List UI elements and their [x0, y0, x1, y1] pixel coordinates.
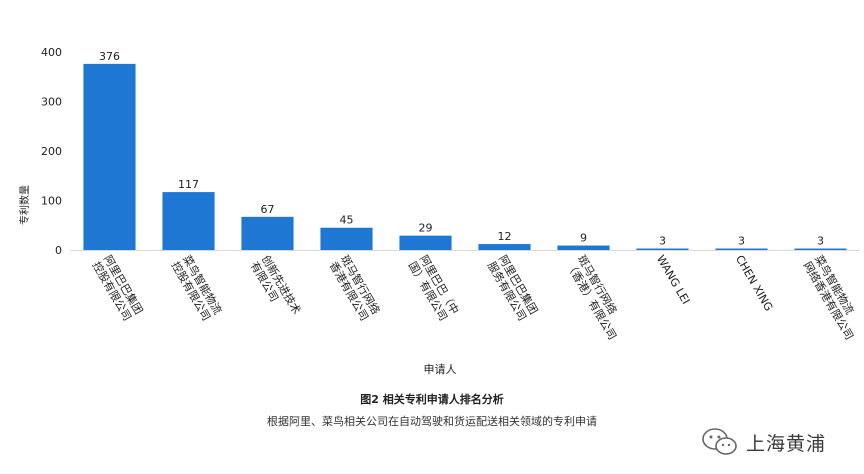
y-tick-label: 200	[41, 145, 62, 158]
bar	[320, 227, 373, 250]
y-tick-label: 0	[55, 244, 62, 257]
bar	[636, 248, 689, 250]
bar	[715, 248, 768, 250]
y-axis: 0 100 200 300 400	[41, 46, 860, 257]
y-tick-label: 400	[41, 46, 62, 59]
bar-value-label: 3	[738, 235, 745, 248]
bar	[162, 192, 215, 250]
x-tick-label: 斑马智行网络（香港）有限公司	[564, 253, 631, 343]
x-axis-labels: 阿里巴巴集团控股有限公司 菜鸟智能物流控股有限公司 创新先进技术有限公司 斑马智行网络…	[90, 253, 864, 343]
x-tick-label: 阿里巴巴（中国）有限公司	[406, 253, 462, 323]
bar-value-label: 29	[419, 222, 433, 235]
y-tick-label: 100	[41, 195, 62, 208]
watermark-text: 上海黄浦	[746, 432, 827, 455]
y-axis-title: 专利数量	[18, 185, 31, 225]
bar	[557, 245, 610, 250]
bar-value-label: 3	[817, 235, 824, 248]
bar-value-label: 117	[178, 178, 199, 191]
x-tick-label: 菜鸟智能物流控股有限公司	[169, 253, 225, 324]
y-tick-label: 300	[41, 96, 62, 109]
bar-chart: 0 100 200 300 400 376 117 67 45 29 12 9 3 3 3 阿里巴巴集团控…	[18, 46, 864, 376]
x-tick-label: CHEN XING	[733, 253, 775, 313]
bar-value-label: 45	[340, 214, 354, 227]
bar-value-label: 3	[659, 235, 666, 248]
wechat-icon	[702, 428, 737, 455]
bar-value-label: 12	[498, 230, 512, 243]
bar-value-label: 9	[580, 232, 587, 245]
x-tick-label: 阿里巴巴集团控股有限公司	[90, 253, 146, 324]
bar	[794, 248, 847, 250]
x-tick-label: 菜鸟智能物流网络香港有限公司	[801, 253, 864, 343]
bar-value-label: 376	[99, 50, 120, 63]
bar	[478, 244, 531, 250]
x-tick-label: WANG LEI	[654, 253, 692, 307]
bar	[83, 63, 136, 250]
figure-caption-subtitle: 根据阿里、菜鸟相关公司在自动驾驶和货运配送相关领域的专利申请	[267, 415, 597, 428]
x-axis-title: 申请人	[424, 363, 457, 376]
bar	[241, 216, 294, 250]
x-tick-label: 阿里巴巴集团服务有限公司	[485, 253, 541, 324]
bars: 376 117 67 45 29 12 9 3 3 3	[83, 50, 847, 250]
x-tick-label: 斑马智行网络香港有限公司	[327, 253, 383, 324]
bar	[399, 235, 452, 250]
x-tick-label: 创新先进技术有限公司	[248, 253, 304, 324]
bar-value-label: 67	[261, 203, 275, 216]
watermark: 上海黄浦	[700, 426, 826, 458]
figure-caption-title: 图2 相关专利申请人排名分析	[360, 393, 504, 406]
